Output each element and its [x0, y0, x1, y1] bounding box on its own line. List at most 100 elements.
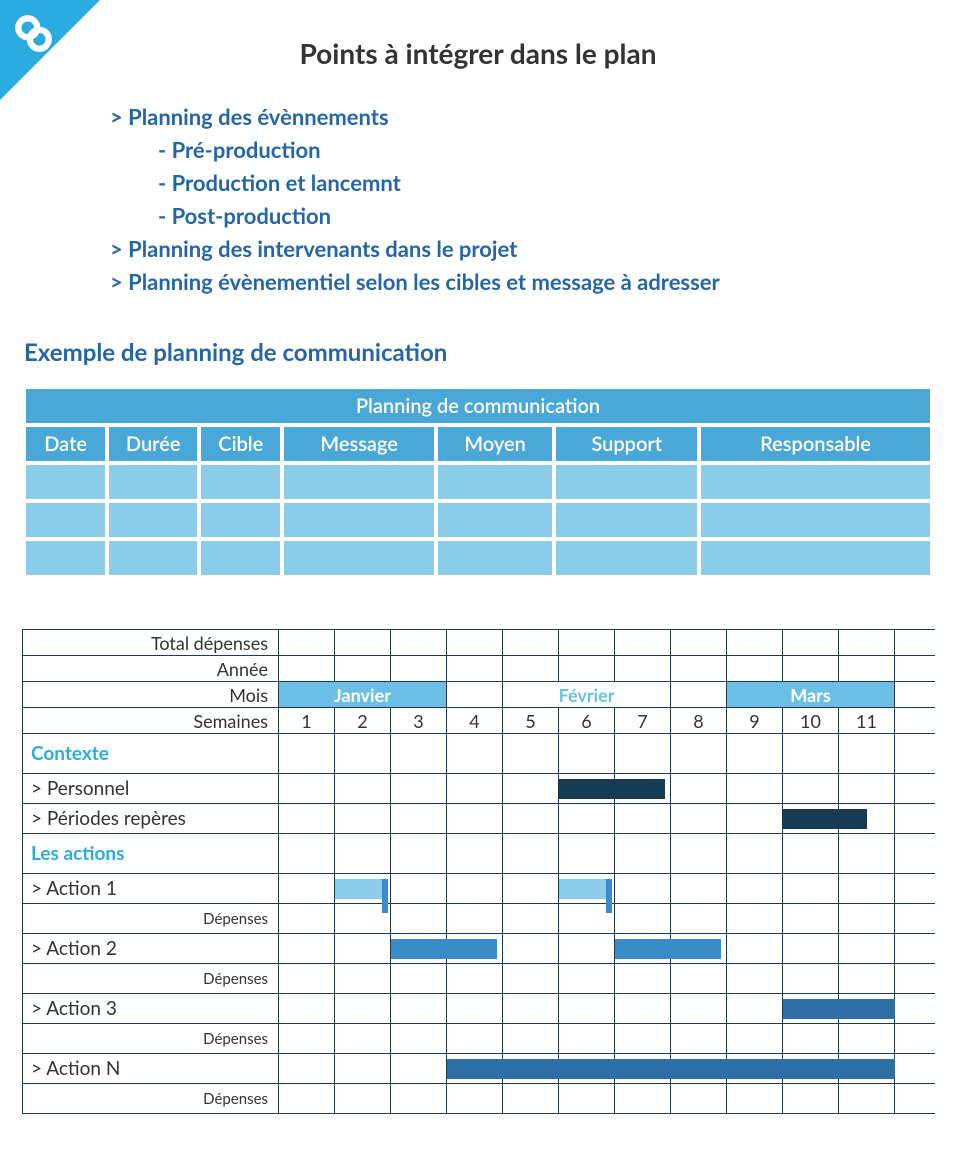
bullet-subitem: Pré-production [158, 133, 956, 166]
comm-table-cell [438, 503, 552, 537]
comm-table-cell [109, 465, 197, 499]
gantt-cell [279, 1054, 335, 1084]
gantt-cell [335, 804, 391, 834]
gantt-cell [391, 630, 447, 656]
gantt-cell [503, 1084, 559, 1114]
gantt-cell [335, 904, 391, 934]
gantt-cell [279, 774, 335, 804]
gantt-cell [839, 656, 895, 682]
gantt-cell [895, 964, 935, 994]
bullet-item: Planning des intervenants dans le projet [110, 232, 956, 265]
gantt-month-band [671, 682, 727, 708]
gantt-cell [503, 734, 559, 774]
gantt-cell [727, 1084, 783, 1114]
gantt-cell [895, 834, 935, 874]
gantt-cell [335, 1084, 391, 1114]
gantt-row-label: Année [23, 656, 279, 682]
gantt-cell [559, 1084, 615, 1114]
gantt-cell [839, 904, 895, 934]
comm-table-column: Responsable [701, 427, 930, 461]
comm-table-cell [701, 541, 930, 575]
gantt-cell [839, 934, 895, 964]
gantt-cell [895, 994, 935, 1024]
gantt-row-label: > Action 2 [23, 934, 279, 964]
gantt-cell [447, 1054, 503, 1084]
gantt-cell [279, 964, 335, 994]
gantt-row-label: > Périodes repères [23, 804, 279, 834]
gantt-cell [839, 804, 895, 834]
gantt-cell [671, 1024, 727, 1054]
gantt-cell [559, 964, 615, 994]
gantt-cell [391, 874, 447, 904]
gantt-week-number: 9 [727, 708, 783, 734]
gantt-cell [671, 994, 727, 1024]
gantt-cell [279, 630, 335, 656]
gantt-cell [671, 774, 727, 804]
gantt-cell [447, 964, 503, 994]
gantt-cell [895, 630, 935, 656]
gantt-cell [447, 630, 503, 656]
gantt-row-sublabel: Dépenses [23, 964, 279, 994]
gantt-cell [559, 904, 615, 934]
gantt-cell [727, 1054, 783, 1084]
comm-table-cell [109, 503, 197, 537]
gantt-month-band: Mars [727, 682, 895, 708]
gantt-cell [559, 934, 615, 964]
gantt-cell [447, 874, 503, 904]
comm-table-column: Message [284, 427, 434, 461]
gantt-cell [559, 774, 615, 804]
gantt-cell [671, 1054, 727, 1084]
gantt-cell [839, 874, 895, 904]
gantt-cell [839, 964, 895, 994]
gantt-cell [391, 964, 447, 994]
gantt-cell [503, 964, 559, 994]
gantt-cell [391, 774, 447, 804]
gantt-cell [391, 804, 447, 834]
gantt-cell [391, 1054, 447, 1084]
section-subtitle: Exemple de planning de communication [24, 338, 956, 367]
logo-icon [12, 12, 54, 54]
gantt-cell [279, 1024, 335, 1054]
gantt-cell [895, 656, 935, 682]
comm-table-cell [701, 503, 930, 537]
gantt-cell [615, 904, 671, 934]
bullet-item: Planning des évènnements [110, 100, 956, 133]
gantt-bar [335, 879, 385, 899]
gantt-cell [447, 834, 503, 874]
gantt-cell [447, 656, 503, 682]
bullet-subitem: Post-production [158, 199, 956, 232]
gantt-cell [727, 734, 783, 774]
gantt-cell [447, 1084, 503, 1114]
gantt-cell [839, 1084, 895, 1114]
gantt-cell [727, 834, 783, 874]
gantt-cell [671, 904, 727, 934]
gantt-cell [279, 656, 335, 682]
gantt-row-label: Total dépenses [23, 630, 279, 656]
gantt-row-label: Mois [23, 682, 279, 708]
gantt-month-band: Février [503, 682, 671, 708]
gantt-cell [391, 904, 447, 934]
comm-table-column: Date [26, 427, 105, 461]
gantt-cell [615, 994, 671, 1024]
gantt-cell [391, 994, 447, 1024]
comm-table-cell [438, 541, 552, 575]
comm-table-cell [26, 465, 105, 499]
gantt-cell [335, 1024, 391, 1054]
gantt-cell [279, 934, 335, 964]
gantt-row-sublabel: Dépenses [23, 1024, 279, 1054]
gantt-cell [671, 834, 727, 874]
gantt-cell [671, 804, 727, 834]
gantt-cell [895, 1054, 935, 1084]
gantt-cell [615, 874, 671, 904]
gantt-cell [559, 1024, 615, 1054]
gantt-cell [839, 1024, 895, 1054]
gantt-cell [335, 774, 391, 804]
gantt-cell [279, 834, 335, 874]
gantt-week-number: 5 [503, 708, 559, 734]
gantt-cell [447, 804, 503, 834]
gantt-cell [279, 1084, 335, 1114]
gantt-cell [615, 1084, 671, 1114]
comm-table-cell [438, 465, 552, 499]
gantt-week-number: 7 [615, 708, 671, 734]
gantt-cell [671, 734, 727, 774]
